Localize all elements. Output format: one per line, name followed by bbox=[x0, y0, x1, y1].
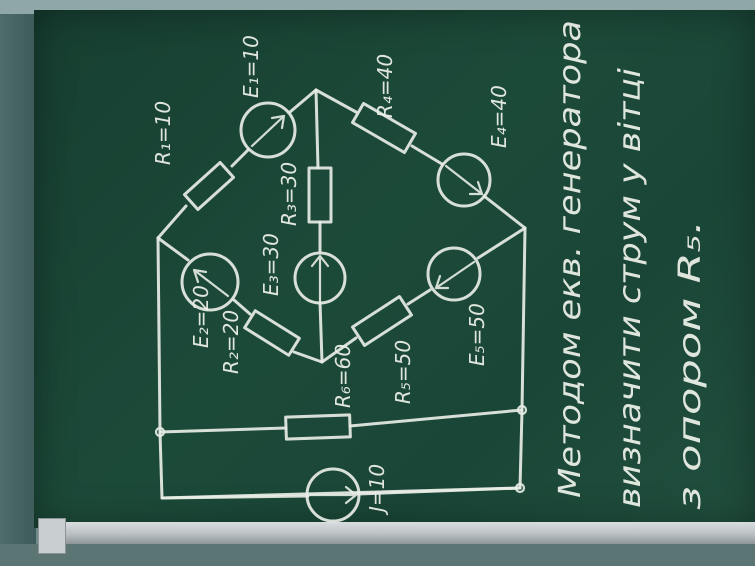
wire-left-j bbox=[160, 494, 310, 500]
label-r5: R₅=50 bbox=[391, 340, 415, 404]
tray-clip bbox=[38, 518, 66, 554]
wire-left-r6 bbox=[158, 426, 288, 434]
label-e5: E₅=50 bbox=[465, 303, 489, 366]
label-j: J=10 bbox=[365, 464, 389, 516]
wire-r1-e1 bbox=[230, 148, 250, 168]
task-line-2: визначити струм у вітці bbox=[613, 67, 648, 508]
chalk-tray bbox=[40, 522, 755, 544]
label-e2: E₂=20 bbox=[189, 285, 213, 348]
label-e1: E₁=10 bbox=[239, 35, 263, 98]
node-left bbox=[154, 426, 166, 438]
resistor-r2 bbox=[243, 309, 301, 357]
resistor-r1 bbox=[182, 161, 236, 211]
sources bbox=[180, 101, 492, 523]
label-r3: R₃=30 bbox=[277, 162, 301, 226]
outer-loop-wire bbox=[156, 226, 527, 500]
task-line-3: з опором R₅. bbox=[673, 220, 708, 510]
wire-e4-b bbox=[482, 194, 527, 230]
wire-r5-e5 bbox=[406, 288, 432, 306]
label-r2: R₂=20 bbox=[219, 310, 243, 374]
wire-top-r4 bbox=[314, 88, 358, 114]
wire-e1-top bbox=[288, 88, 318, 114]
source-j bbox=[305, 467, 361, 523]
floor bbox=[0, 544, 755, 566]
node-bottom-right bbox=[514, 482, 526, 494]
node-right bbox=[516, 404, 528, 416]
source-e2 bbox=[180, 252, 240, 312]
resistors bbox=[182, 101, 417, 441]
source-e3 bbox=[293, 251, 347, 305]
wire-a-r1 bbox=[156, 204, 188, 240]
label-r1: R₁=10 bbox=[151, 101, 175, 165]
wire-e2-r2 bbox=[232, 298, 252, 316]
board-left-edge bbox=[0, 0, 36, 566]
wire-top-r3 bbox=[314, 88, 320, 170]
label-e3: E₃=30 bbox=[259, 233, 283, 296]
wire-r6-right bbox=[348, 408, 524, 428]
circuit-labels: R₁=10 E₁=10 R₄=40 E₄=40 R₃=30 E₃=30 E₂=2… bbox=[151, 35, 511, 516]
wire-r2-bottom bbox=[292, 350, 324, 364]
wire-j-right bbox=[356, 486, 522, 496]
chalkboard bbox=[34, 10, 755, 528]
source-e1 bbox=[239, 101, 297, 159]
label-e4: E₄=40 bbox=[487, 85, 511, 148]
wire-r4-e4 bbox=[410, 144, 444, 166]
label-r4: R₄=40 bbox=[373, 54, 397, 118]
resistor-r5 bbox=[351, 295, 413, 347]
resistor-r3 bbox=[307, 166, 333, 224]
resistor-r6 bbox=[284, 413, 352, 441]
wire-e3-bottom bbox=[318, 300, 324, 364]
wire-a-e2 bbox=[156, 236, 190, 262]
label-r6: R₆=60 bbox=[331, 344, 355, 408]
source-e5 bbox=[426, 246, 482, 302]
task-line-1: Методом екв. генератора bbox=[553, 20, 588, 498]
resistor-r4 bbox=[351, 101, 417, 155]
wire-e5-b bbox=[476, 226, 527, 260]
circuit-wires bbox=[154, 88, 528, 500]
task-text: Методом екв. генератора визначити струм … bbox=[553, 20, 708, 510]
source-e4 bbox=[436, 152, 492, 208]
wire-bottom-r5 bbox=[320, 336, 358, 364]
